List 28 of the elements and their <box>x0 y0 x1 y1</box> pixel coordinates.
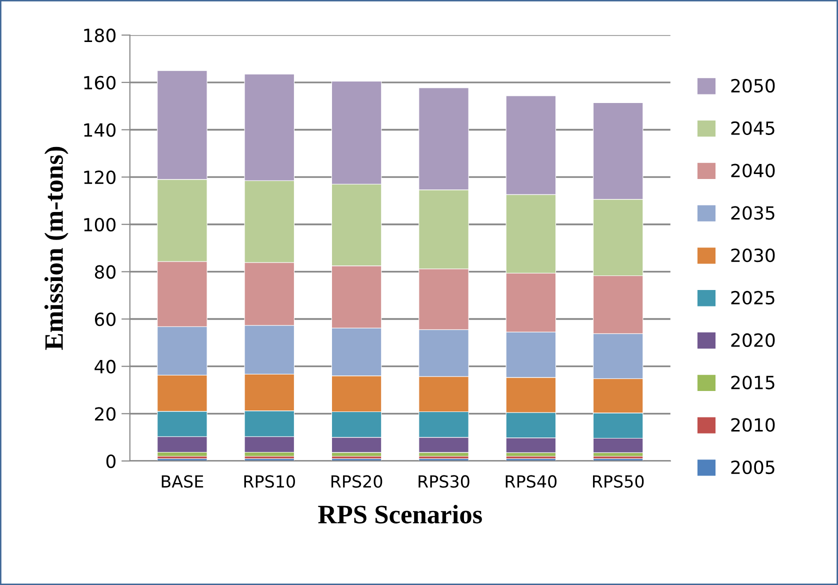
y-tick-label: 120 <box>84 170 116 184</box>
legend-label: 2020 <box>731 333 775 347</box>
x-tick-label: BASE <box>162 475 204 488</box>
legend-label: 2035 <box>731 206 774 220</box>
y-tick-label: 40 <box>94 360 116 374</box>
legend-label: 2005 <box>731 460 774 474</box>
y-tick-label: 0 <box>106 454 116 468</box>
legend-label: 2025 <box>731 290 774 305</box>
y-tick-label: 160 <box>84 76 116 90</box>
x-tick-label: RPS20 <box>331 475 382 488</box>
x-tick-label: RPS50 <box>593 475 644 488</box>
y-tick-label: 60 <box>94 312 116 326</box>
legend-label: 2050 <box>731 78 775 93</box>
x-tick-label: RPS10 <box>244 475 295 488</box>
legend-label: 2045 <box>731 121 774 135</box>
x-tick-label: RPS40 <box>506 475 557 488</box>
legend-label: 2015 <box>731 376 774 390</box>
legend-label: 2030 <box>731 248 775 262</box>
y-tick-label: 140 <box>84 123 116 137</box>
y-tick-label: 80 <box>94 265 116 279</box>
y-tick-label: 180 <box>84 28 116 42</box>
x-tick-label: RPS30 <box>418 475 470 488</box>
legend-label: 2040 <box>731 164 775 178</box>
x-axis-title: RPS Scenarios <box>318 504 482 524</box>
y-axis-title: Emission (m-tons) <box>44 146 68 350</box>
y-tick-label: 100 <box>84 218 116 232</box>
legend-label: 2010 <box>731 418 775 432</box>
y-tick-label: 20 <box>95 407 116 421</box>
